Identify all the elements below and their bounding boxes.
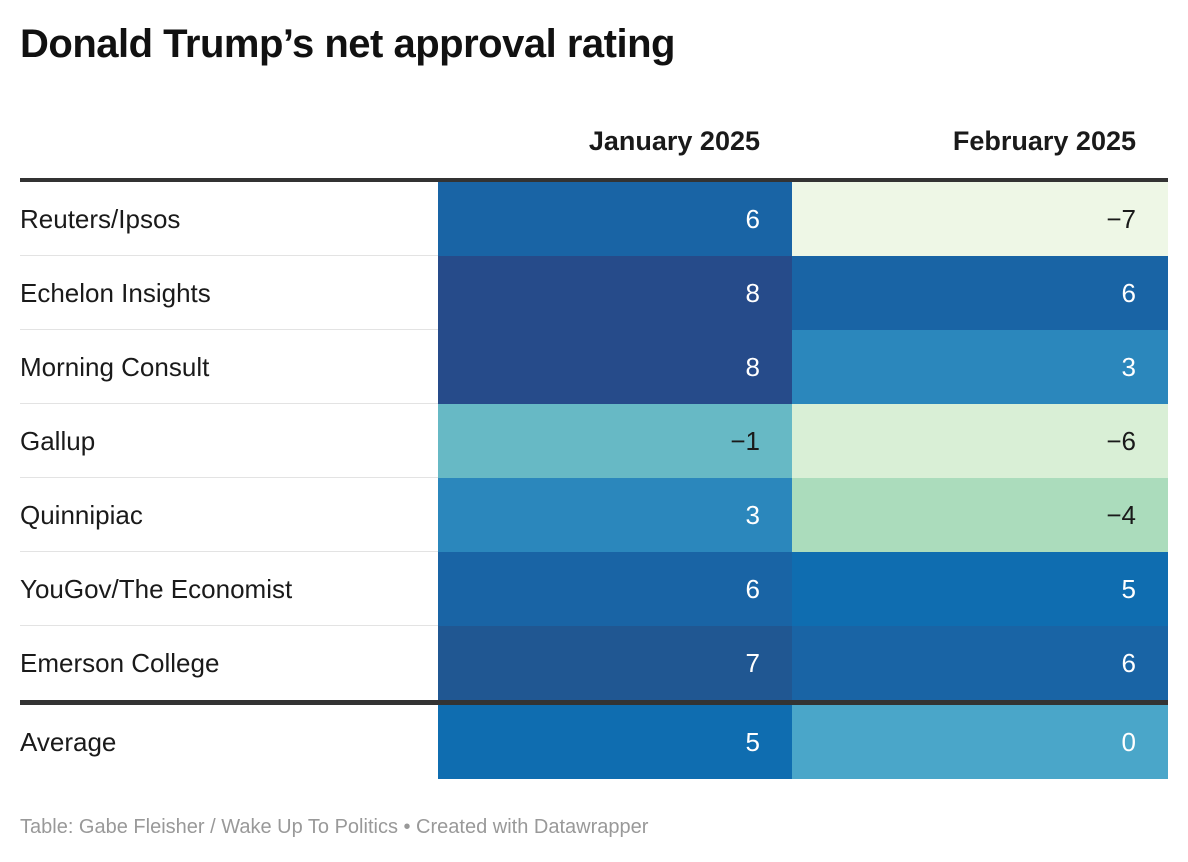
cell-january: 6	[438, 552, 792, 626]
cell-january: 8	[438, 330, 792, 404]
table-row: Average 5 0	[20, 705, 1168, 779]
row-label: Emerson College	[20, 648, 220, 678]
approval-table: January 2025 February 2025 Reuters/Ipsos…	[20, 112, 1168, 779]
cell-january: 3	[438, 478, 792, 552]
cell-january: 8	[438, 256, 792, 330]
table-row: Emerson College 7 6	[20, 626, 1168, 700]
cell-february: 5	[792, 552, 1168, 626]
table-header: January 2025 February 2025	[20, 112, 1168, 178]
row-label: Quinnipiac	[20, 500, 143, 530]
row-label: Reuters/Ipsos	[20, 204, 181, 234]
row-label: Morning Consult	[20, 352, 210, 382]
cell-january: 7	[438, 626, 792, 700]
column-header-february: February 2025	[952, 126, 1136, 156]
table-body: Reuters/Ipsos 6 −7 Echelon Insights 8 6 Mornin…	[20, 182, 1168, 700]
source-footer: Table: Gabe Fleisher / Wake Up To Politi…	[20, 816, 649, 838]
table-row: Morning Consult 8 3	[20, 330, 1168, 404]
header-rule	[20, 178, 1168, 182]
average-rule	[20, 700, 1168, 705]
table-average: Average 5 0	[20, 705, 1168, 779]
row-label: Echelon Insights	[20, 278, 211, 308]
cell-february: −6	[792, 404, 1168, 478]
table-row: Echelon Insights 8 6	[20, 256, 1168, 330]
table-row: YouGov/The Economist 6 5	[20, 552, 1168, 626]
cell-january: −1	[438, 404, 792, 478]
table-row: Quinnipiac 3 −4	[20, 478, 1168, 552]
cell-february: 6	[792, 626, 1168, 700]
row-label: YouGov/The Economist	[20, 574, 293, 604]
table-row: Reuters/Ipsos 6 −7	[20, 182, 1168, 256]
cell-february: −7	[792, 182, 1168, 256]
cell-february: 6	[792, 256, 1168, 330]
chart-title: Donald Trump’s net approval rating	[20, 22, 675, 66]
cell-january: 6	[438, 182, 792, 256]
row-label: Gallup	[20, 426, 96, 456]
row-label: Average	[20, 727, 117, 757]
cell-february: 3	[792, 330, 1168, 404]
cell-february: 0	[792, 705, 1168, 779]
cell-february: −4	[792, 478, 1168, 552]
column-header-january: January 2025	[588, 126, 760, 156]
table-row: Gallup −1 −6	[20, 404, 1168, 478]
cell-january: 5	[438, 705, 792, 779]
